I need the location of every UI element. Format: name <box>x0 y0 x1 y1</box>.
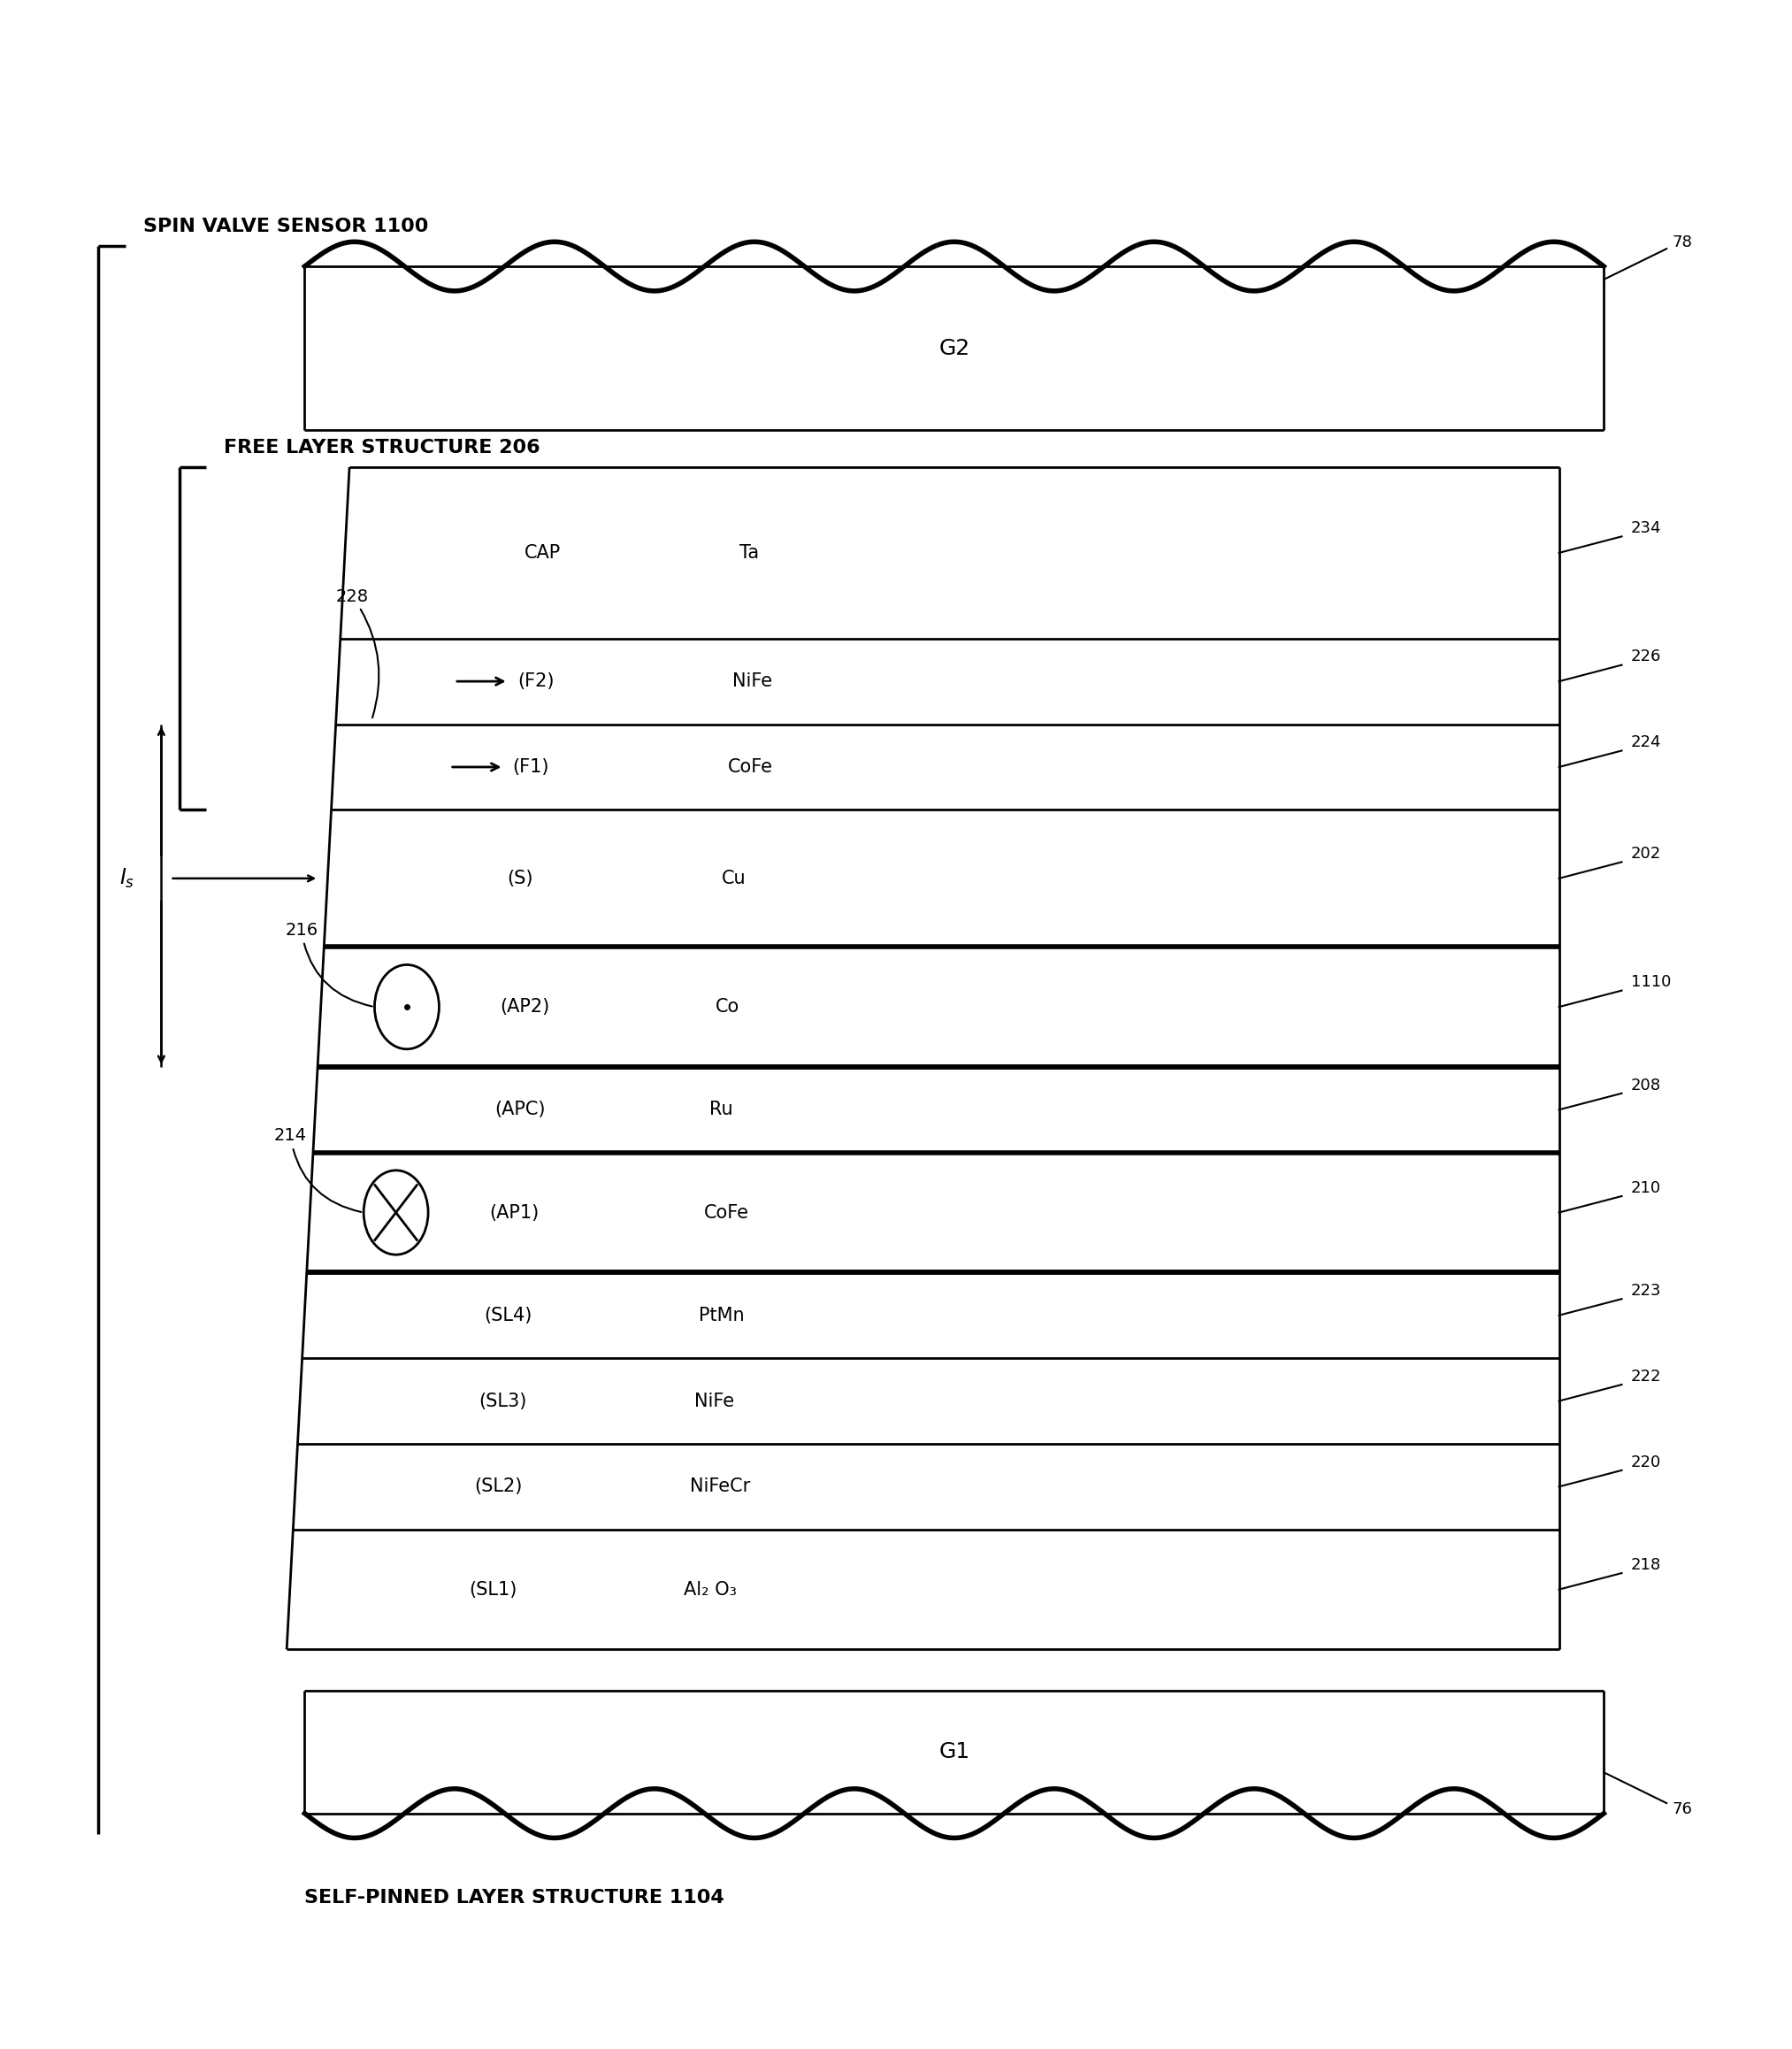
Text: 210: 210 <box>1631 1180 1661 1197</box>
Text: G2: G2 <box>939 338 969 359</box>
Text: (SL2): (SL2) <box>475 1477 523 1496</box>
Text: (F2): (F2) <box>518 672 554 691</box>
Text: (S): (S) <box>507 869 532 887</box>
Text: Ru: Ru <box>710 1100 733 1119</box>
Text: CAP: CAP <box>523 543 561 561</box>
Text: (AP1): (AP1) <box>489 1203 539 1221</box>
Text: (SL3): (SL3) <box>478 1391 527 1410</box>
Text: $I_s$: $I_s$ <box>120 867 134 889</box>
Text: NiFeCr: NiFeCr <box>690 1477 751 1496</box>
Text: 218: 218 <box>1631 1557 1661 1574</box>
Text: 228: 228 <box>335 588 378 717</box>
Text: G1: G1 <box>939 1742 969 1762</box>
Text: (AP2): (AP2) <box>500 998 550 1016</box>
Text: 78: 78 <box>1672 236 1692 250</box>
Text: 220: 220 <box>1631 1455 1661 1469</box>
Text: SELF-PINNED LAYER STRUCTURE 1104: SELF-PINNED LAYER STRUCTURE 1104 <box>305 1889 724 1908</box>
Text: Ta: Ta <box>738 543 758 561</box>
Text: (SL4): (SL4) <box>484 1307 532 1324</box>
Text: 223: 223 <box>1631 1283 1661 1299</box>
Text: 222: 222 <box>1631 1369 1661 1385</box>
Text: 208: 208 <box>1631 1078 1661 1092</box>
Text: (SL1): (SL1) <box>470 1580 518 1598</box>
Text: 1110: 1110 <box>1631 975 1670 990</box>
Text: 216: 216 <box>285 922 373 1006</box>
Text: NiFe: NiFe <box>733 672 772 691</box>
Text: Cu: Cu <box>722 869 745 887</box>
Text: 224: 224 <box>1631 734 1661 750</box>
Text: PtMn: PtMn <box>699 1307 744 1324</box>
Text: CoFe: CoFe <box>704 1203 749 1221</box>
Text: 234: 234 <box>1631 520 1661 537</box>
Text: (F1): (F1) <box>513 758 550 777</box>
Text: (APC): (APC) <box>495 1100 545 1119</box>
Text: FREE LAYER STRUCTURE 206: FREE LAYER STRUCTURE 206 <box>224 438 541 457</box>
Text: Al₂ O₃: Al₂ O₃ <box>685 1580 737 1598</box>
Text: 226: 226 <box>1631 650 1661 664</box>
Text: Co: Co <box>715 998 738 1016</box>
Text: 76: 76 <box>1672 1801 1692 1817</box>
Text: 214: 214 <box>274 1127 362 1213</box>
Text: CoFe: CoFe <box>728 758 772 777</box>
Text: 202: 202 <box>1631 846 1661 863</box>
Text: SPIN VALVE SENSOR 1100: SPIN VALVE SENSOR 1100 <box>143 217 428 236</box>
Text: NiFe: NiFe <box>694 1391 735 1410</box>
